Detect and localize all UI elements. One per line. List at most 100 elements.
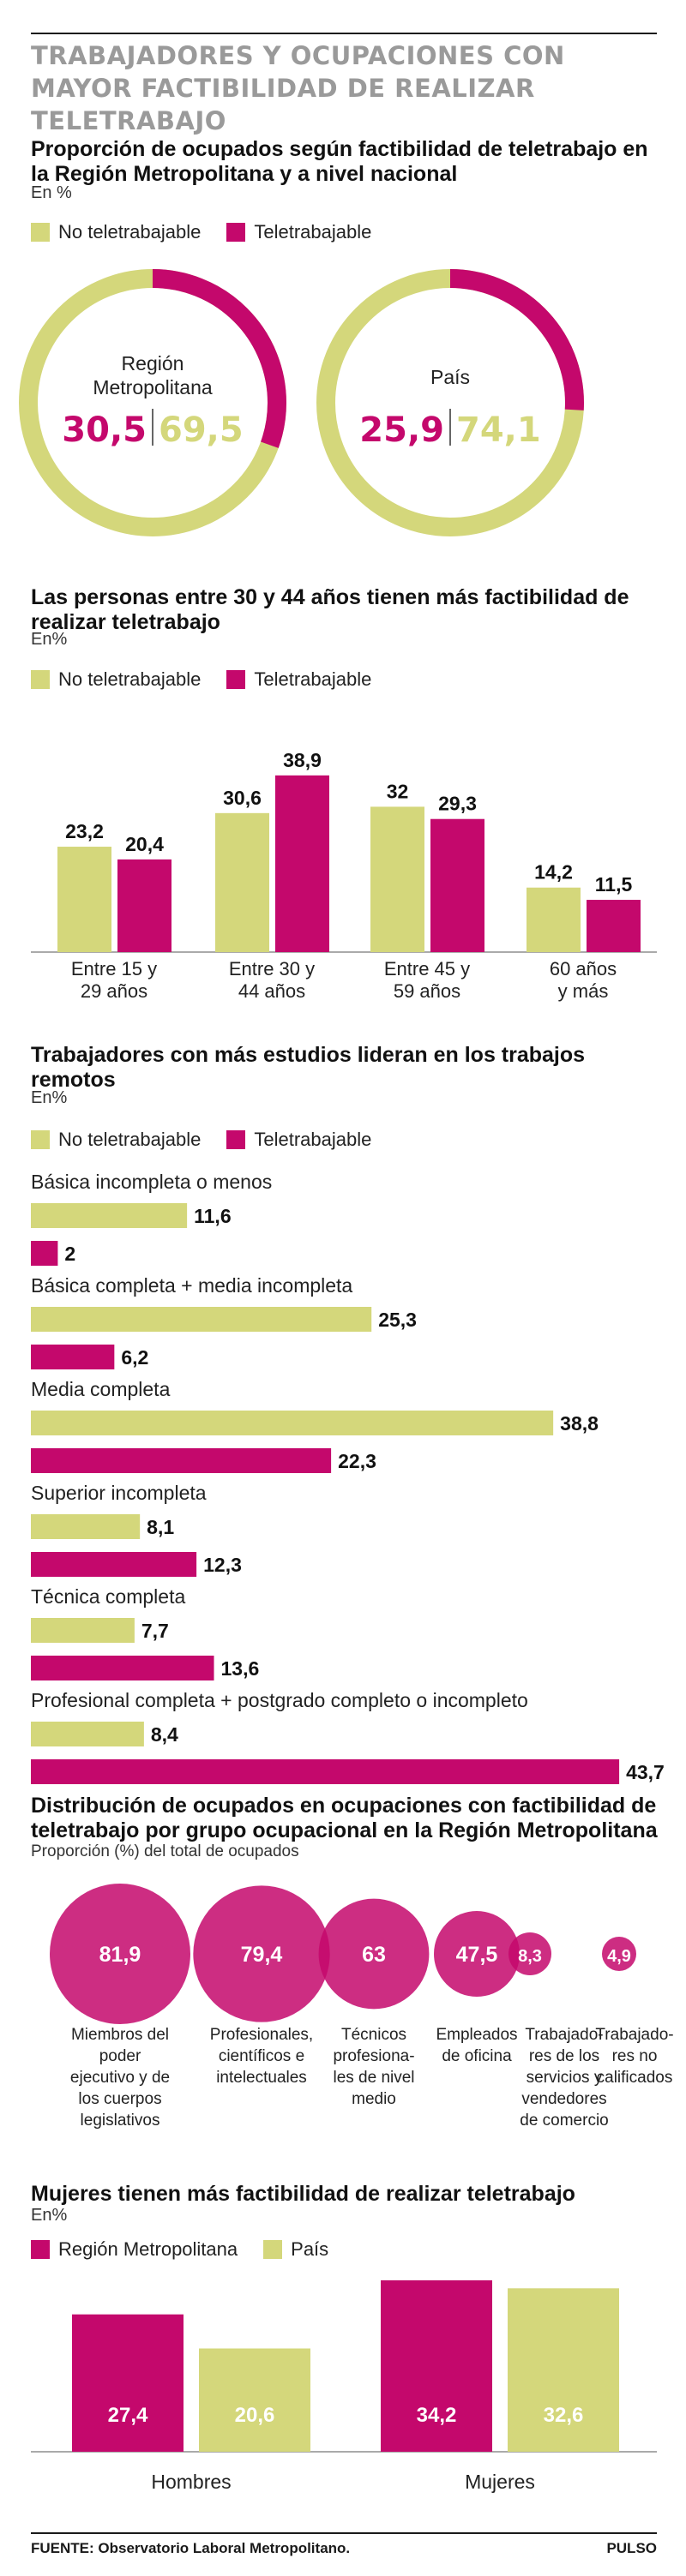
legend-label-tele: Teletrabajable: [254, 668, 372, 690]
donut-value-no-tele: 69,5: [159, 410, 244, 450]
bar: [370, 806, 424, 952]
legend-age: No teletrabajable Teletrabajable: [31, 668, 371, 691]
section-subtitle-proportion: En %: [31, 183, 72, 202]
category-label: Técnica completa: [31, 1585, 185, 1608]
bubble-category-label: vendedores: [521, 2090, 606, 2108]
bubble-category-label: servicios y: [527, 2069, 603, 2087]
bar: [31, 1448, 332, 1473]
bar-value-label: 8,4: [151, 1723, 178, 1746]
bar: [31, 1722, 144, 1746]
bar: [31, 1307, 372, 1332]
bar: [31, 1411, 554, 1435]
legend-swatch-pais: [263, 2240, 283, 2259]
category-label: Mujeres: [465, 2471, 535, 2493]
bar: [587, 900, 641, 952]
bar: [31, 1552, 197, 1577]
bubble-category-label: Miembros del: [71, 2026, 169, 2044]
donut-label: Metropolitana: [93, 376, 213, 398]
category-label: Entre 30 y: [229, 958, 315, 979]
bubble-value-label: 47,5: [456, 1943, 498, 1967]
bar: [31, 1203, 188, 1228]
donut-slice-tele: [19, 269, 286, 536]
legend-label-tele: Teletrabajable: [254, 221, 372, 243]
bubble-value-label: 63: [362, 1943, 386, 1967]
occupation-bubble: [318, 1898, 430, 2010]
legend-label-region: Región Metropolitana: [58, 2238, 238, 2260]
bar-value-label: 30,6: [223, 787, 262, 809]
bar: [31, 1241, 58, 1266]
section-title-gender: Mujeres tienen más factibilidad de reali…: [31, 2182, 575, 2206]
section-title-occupation: Distribución de ocupados en ocupaciones …: [31, 1794, 658, 1842]
bubble-category-label: legislativos: [81, 2112, 160, 2130]
bar-value-label: 25,3: [378, 1309, 417, 1331]
bar: [527, 887, 581, 952]
bubble-category-label: Técnicos: [341, 2026, 406, 2044]
bubble-category-label: de oficina: [442, 2047, 512, 2065]
bar: [31, 1618, 135, 1643]
bar-value-label: 38,9: [283, 749, 322, 771]
bar: [31, 1656, 214, 1680]
category-label: 60 años: [550, 958, 617, 979]
category-label: 44 años: [238, 980, 305, 1002]
bubble-category-label: profesiona-: [333, 2047, 414, 2065]
bar-value-label: 38,8: [560, 1412, 599, 1435]
legend-swatch-tele: [226, 670, 246, 689]
legend-swatch-tele: [226, 223, 246, 242]
legend-gender: Región Metropolitana País: [31, 2238, 328, 2261]
bar-value-label: 14,2: [534, 861, 573, 884]
occupation-bubble: [508, 1932, 551, 1975]
footer-brand: PULSO: [606, 2540, 657, 2556]
bar: [199, 2348, 310, 2452]
bar-value-label: 6,2: [121, 1346, 148, 1369]
bar: [275, 775, 329, 952]
occupation-bubble: [434, 1911, 520, 1997]
bar: [430, 818, 484, 952]
legend-swatch-region: [31, 2240, 50, 2259]
bar: [57, 847, 111, 952]
bubble-category-label: los cuerpos: [78, 2090, 161, 2108]
bar-value-label: 27,4: [108, 2404, 148, 2427]
bubble-category-label: les de nivel: [333, 2069, 414, 2087]
bar-value-label: 32: [387, 780, 409, 802]
donut-label: Región: [122, 352, 184, 374]
bar-value-label: 8,1: [147, 1516, 174, 1538]
bar-value-label: 7,7: [141, 1620, 169, 1642]
legend-swatch-no-tele: [31, 1130, 50, 1149]
legend-education: No teletrabajable Teletrabajable: [31, 1129, 371, 1151]
bar: [31, 1345, 115, 1369]
section-title-age: Las personas entre 30 y 44 años tienen m…: [31, 585, 629, 634]
bar-value-label: 2: [64, 1243, 75, 1265]
bar-value-label: 29,3: [438, 793, 477, 815]
gender-bar-chart: 27,4 20,6 Hombres 34,2 32,6 Mujeres: [31, 2279, 657, 2493]
bar-value-label: 32,6: [544, 2404, 584, 2427]
bubble-category-label: científicos e: [219, 2047, 304, 2065]
bar-value-label: 20,6: [235, 2404, 275, 2427]
bar-value-label: 43,7: [626, 1761, 665, 1783]
bubble-category-label: Empleados: [436, 2026, 517, 2044]
section-subtitle-occupation: Proporción (%) del total de ocupados: [31, 1842, 299, 1860]
legend-label-pais: País: [291, 2238, 329, 2260]
bar: [72, 2314, 184, 2452]
bubble-value-label: 8,3: [518, 1947, 542, 1966]
section-subtitle-gender: En%: [31, 2206, 68, 2225]
legend-swatch-tele: [226, 1130, 246, 1149]
donut-value-tele: 30,5: [62, 410, 147, 450]
bubble-value-label: 79,4: [241, 1943, 283, 1967]
bar-value-label: 11,6: [194, 1205, 232, 1227]
legend-swatch-no-tele: [31, 670, 50, 689]
bubble-value-label: 81,9: [99, 1943, 141, 1967]
category-label: 29 años: [81, 980, 147, 1002]
bubble-category-label: calificados: [597, 2069, 673, 2087]
bubble-category-label: Profesionales,: [210, 2026, 313, 2044]
age-bar-chart: 23,2 20,4 Entre 15 y29 años 30,6 38,9 Entre 3…: [31, 749, 657, 1002]
category-label: Superior incompleta: [31, 1482, 207, 1504]
bubble-category-label: poder: [99, 2047, 141, 2065]
bubble-category-label: ejecutivo y de: [70, 2069, 170, 2087]
occupation-bubble: [193, 1885, 330, 2022]
top-rule: [31, 33, 657, 34]
legend-label-no-tele: No teletrabajable: [58, 221, 202, 243]
bubble-category-label: res no: [612, 2047, 658, 2065]
bar-value-label: 34,2: [417, 2404, 457, 2427]
donut-slice-tele: [316, 269, 584, 536]
